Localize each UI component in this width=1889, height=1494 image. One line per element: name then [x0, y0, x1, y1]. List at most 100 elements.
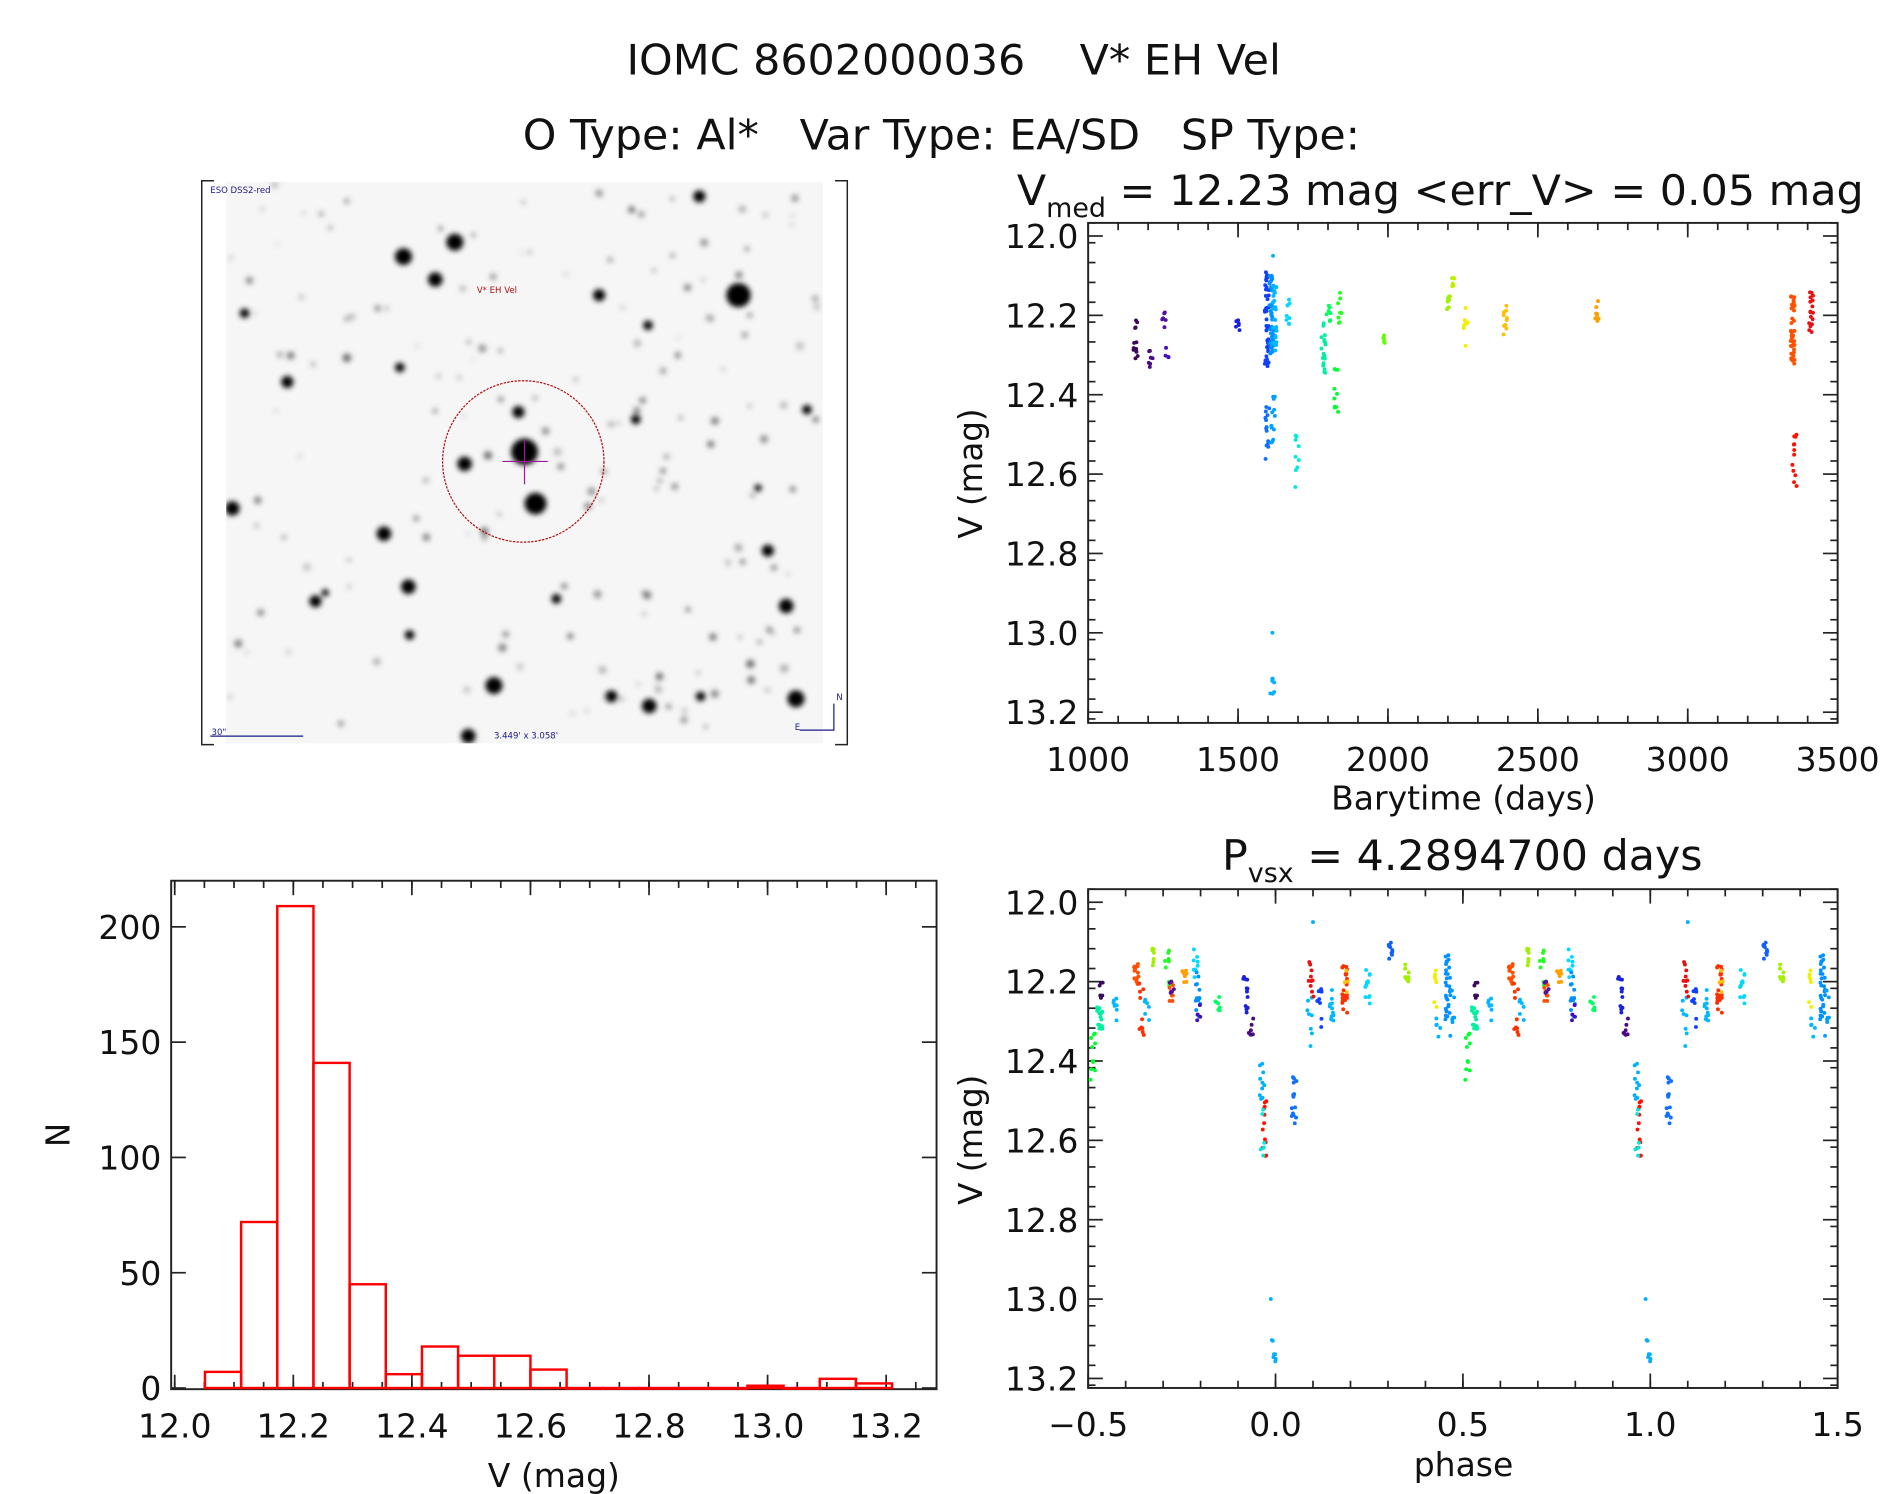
data-point — [1793, 434, 1798, 439]
data-point — [1683, 983, 1688, 988]
data-point — [1823, 1033, 1828, 1038]
data-point — [1515, 1030, 1520, 1034]
data-point — [1322, 333, 1327, 338]
data-point — [1137, 981, 1142, 986]
data-point — [1270, 439, 1275, 444]
data-point — [1434, 1022, 1439, 1027]
data-point — [1284, 313, 1289, 318]
y-tick-label: 12.4 — [1005, 1043, 1079, 1081]
data-point — [1761, 943, 1766, 947]
data-point — [1634, 1086, 1639, 1091]
histogram-bar — [637, 1386, 677, 1390]
data-point — [1335, 367, 1340, 372]
star — [704, 313, 713, 322]
data-point — [1322, 367, 1327, 372]
data-point — [1781, 979, 1785, 984]
data-point — [1248, 1028, 1253, 1033]
data-point — [1715, 1007, 1720, 1012]
star — [738, 205, 746, 213]
data-point — [1166, 959, 1171, 964]
data-point — [1434, 980, 1439, 985]
data-point — [1251, 1016, 1256, 1021]
data-point — [1518, 997, 1522, 1002]
data-point — [1305, 1008, 1310, 1013]
data-point — [1171, 983, 1175, 988]
star — [376, 526, 392, 541]
data-point — [1473, 1014, 1478, 1019]
data-point — [1264, 317, 1269, 322]
star — [725, 559, 732, 566]
data-point — [1781, 975, 1785, 979]
data-point — [1195, 963, 1200, 968]
data-point — [1293, 485, 1298, 489]
data-point — [1792, 347, 1796, 352]
data-point — [1310, 989, 1314, 994]
star — [485, 677, 503, 694]
east-label: E — [795, 723, 800, 733]
data-point — [1330, 1010, 1335, 1015]
data-point — [1664, 1106, 1669, 1111]
data-point — [1195, 959, 1200, 964]
plot-frame — [170, 879, 938, 1391]
star — [592, 289, 606, 302]
star — [422, 477, 429, 484]
data-point — [1293, 1105, 1298, 1110]
histogram-bar — [782, 1386, 821, 1390]
data-point — [1738, 995, 1743, 1000]
data-point — [1167, 999, 1172, 1003]
star — [710, 689, 719, 698]
data-point — [1267, 303, 1272, 308]
data-point — [1445, 997, 1450, 1002]
data-point — [1260, 1080, 1265, 1085]
star — [670, 253, 675, 258]
data-point — [1244, 986, 1249, 991]
star — [771, 632, 776, 636]
x-tick-label: 0.0 — [1249, 1406, 1301, 1444]
data-point — [1270, 630, 1275, 635]
star — [659, 467, 666, 474]
data-point — [1818, 1017, 1823, 1022]
data-point — [1444, 976, 1449, 981]
data-point — [1684, 968, 1689, 973]
star — [584, 708, 589, 713]
data-point — [1570, 1012, 1575, 1017]
star — [560, 582, 568, 590]
data-point — [1345, 979, 1350, 984]
x-tick-label: 12.2 — [257, 1408, 331, 1446]
data-point — [1569, 970, 1574, 975]
data-point — [1794, 484, 1799, 488]
data-point — [1264, 425, 1269, 429]
data-point — [1273, 348, 1278, 353]
data-point — [1089, 1036, 1094, 1040]
data-point — [1821, 1002, 1826, 1007]
light-curve-title: Vmed = 12.23 mag <err_V> = 0.05 mag — [1017, 167, 1864, 224]
data-point — [1791, 468, 1796, 473]
data-point — [1265, 364, 1270, 369]
data-point — [1569, 954, 1574, 959]
data-point — [1765, 948, 1769, 952]
data-point — [1632, 1063, 1637, 1068]
data-point — [1777, 966, 1782, 971]
star — [373, 658, 381, 666]
star — [524, 492, 547, 515]
crosshair-icon — [502, 439, 548, 485]
data-point — [1321, 323, 1326, 328]
star — [696, 671, 700, 675]
data-point — [1100, 1026, 1105, 1031]
star — [693, 190, 706, 203]
data-point — [1432, 1000, 1437, 1005]
data-point — [1364, 980, 1369, 985]
data-point — [1792, 448, 1797, 452]
x-tick-label: 12.6 — [494, 1408, 568, 1446]
star — [342, 353, 352, 363]
data-point — [1571, 974, 1576, 979]
data-point — [1450, 284, 1455, 289]
data-point — [1140, 1017, 1145, 1022]
data-point — [1446, 1002, 1451, 1007]
y-tick-label: 12.8 — [1005, 1202, 1079, 1240]
data-point — [1683, 1026, 1688, 1031]
data-point — [1556, 971, 1561, 976]
data-point — [1265, 338, 1270, 343]
x-axis-label: V (mag) — [488, 1457, 620, 1494]
star — [608, 421, 614, 428]
